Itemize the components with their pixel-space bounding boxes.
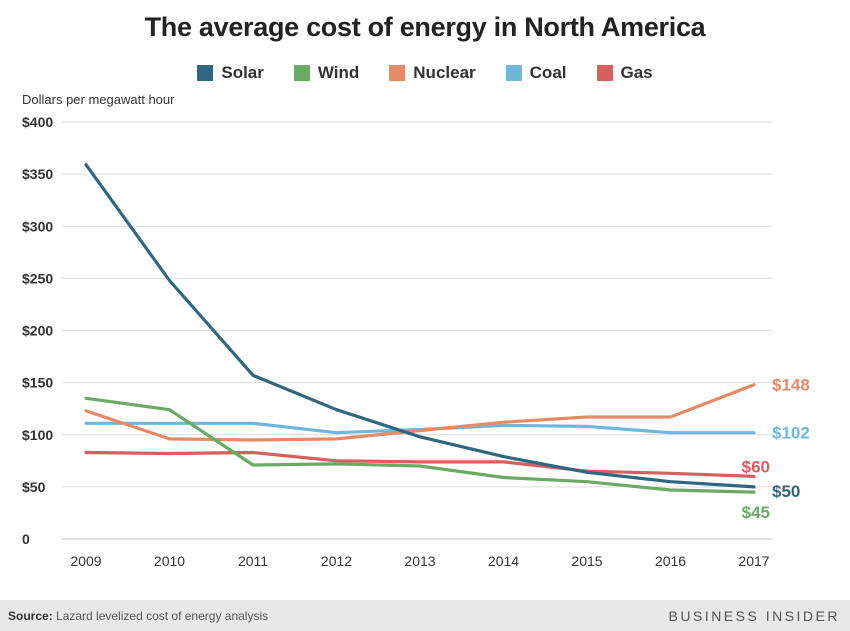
y-tick-label: $250 <box>22 270 53 286</box>
line-chart: 0 $50 $100 $150 $200 $250 $300 $350 $400 2009 2010… <box>22 114 810 569</box>
legend-swatch <box>505 65 522 81</box>
x-tick-label: 2017 <box>738 553 769 569</box>
x-tick-label: 2010 <box>154 553 185 569</box>
brand-logo: BUSINESS INSIDER <box>668 608 840 624</box>
series-line-nuclear <box>84 383 756 442</box>
legend-swatch <box>293 65 310 81</box>
y-tick-label: $350 <box>22 166 53 182</box>
legend-item-solar: Solar <box>197 63 264 83</box>
x-tick-label: 2012 <box>321 553 352 569</box>
x-tick-label: 2013 <box>404 553 435 569</box>
legend-item-gas: Gas <box>596 63 653 83</box>
source-label: Source: <box>8 609 53 623</box>
y-tick-label: $400 <box>22 114 53 130</box>
legend-label: Gas <box>620 63 653 82</box>
footer: Source: Lazard levelized cost of energy … <box>0 600 850 631</box>
series-line-gas <box>84 450 756 478</box>
x-tick-label: 2009 <box>70 553 101 569</box>
end-label-wind: $45 <box>742 503 770 522</box>
y-tick-label: $300 <box>22 218 53 234</box>
legend-swatch <box>389 65 406 81</box>
end-label-gas: $60 <box>742 457 770 476</box>
x-tick-label: 2015 <box>571 553 602 569</box>
x-tick-label: 2014 <box>488 553 519 569</box>
legend-label: Wind <box>317 63 360 82</box>
chart-title: The average cost of energy in North Amer… <box>144 12 706 42</box>
x-tick-label: 2016 <box>655 553 686 569</box>
end-label-coal: $102 <box>772 424 810 443</box>
end-label-nuclear: $148 <box>772 376 810 395</box>
y-tick-label: 0 <box>22 531 30 547</box>
y-axis-label: Dollars per megawatt hour <box>22 92 175 107</box>
legend-label: Coal <box>529 63 567 82</box>
legend-item-nuclear: Nuclear <box>389 63 476 83</box>
legend-swatch <box>596 65 613 81</box>
legend: Solar Wind Nuclear Coal Gas <box>0 63 850 83</box>
legend-label: Solar <box>221 63 264 82</box>
source-note: Source: Lazard levelized cost of energy … <box>8 609 268 623</box>
y-tick-label: $100 <box>22 427 53 443</box>
end-label-solar: $50 <box>772 482 800 501</box>
legend-label: Nuclear <box>413 63 476 82</box>
legend-swatch <box>197 65 214 81</box>
x-tick-label: 2011 <box>238 553 268 569</box>
series-line-wind <box>84 396 756 494</box>
source-text: Lazard levelized cost of energy analysis <box>52 609 269 623</box>
legend-item-coal: Coal <box>505 63 567 83</box>
legend-item-wind: Wind <box>293 63 360 83</box>
y-tick-label: $200 <box>22 323 53 339</box>
y-tick-label: $150 <box>22 375 53 391</box>
y-tick-label: $50 <box>22 479 46 495</box>
series-line-solar <box>84 163 756 489</box>
